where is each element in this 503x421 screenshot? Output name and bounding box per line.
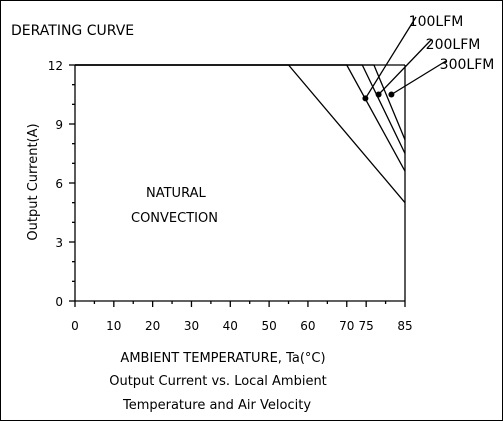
x-tick-label: 10 bbox=[106, 319, 121, 333]
x-tick-label: 40 bbox=[223, 319, 238, 333]
y-tick-label: 3 bbox=[55, 236, 63, 250]
x-tick-label: 70 bbox=[339, 319, 354, 333]
series-lines bbox=[75, 64, 406, 204]
x-tick-label: 20 bbox=[145, 319, 160, 333]
callout-leader bbox=[364, 16, 417, 99]
x-tick-label: 60 bbox=[300, 319, 315, 333]
callout-label: 200LFM bbox=[426, 37, 481, 53]
region-label-line2: CONVECTION bbox=[131, 211, 218, 226]
callout-marker bbox=[388, 91, 395, 98]
y-tick-label: 6 bbox=[55, 177, 63, 191]
callout-label: 100LFM bbox=[409, 14, 464, 30]
y-axis-label: Output Current(A) bbox=[26, 123, 41, 240]
callout-marker bbox=[375, 91, 382, 98]
callout-leader bbox=[391, 60, 447, 96]
x-tick-label: 85 bbox=[397, 319, 412, 333]
region-label-line1: NATURAL bbox=[146, 186, 206, 201]
caption-line2: Temperature and Air Velocity bbox=[122, 398, 311, 413]
caption-line1: Output Current vs. Local Ambient bbox=[109, 374, 327, 389]
derating-line-200lfm bbox=[75, 64, 406, 154]
callout-leader bbox=[378, 39, 432, 95]
y-tick-label: 0 bbox=[55, 295, 63, 309]
y-axis-ticks: 0 3 6 9 12 bbox=[48, 59, 75, 309]
derating-line-100lfm bbox=[75, 64, 406, 172]
x-tick-label: 50 bbox=[261, 319, 276, 333]
derating-line-natural-convection bbox=[75, 64, 406, 204]
callouts: 100LFM 200LFM 300LFM bbox=[362, 14, 495, 102]
x-axis-ticks: 0 10 20 30 40 50 60 70 75 85 bbox=[71, 301, 413, 333]
x-tick-label: 75 bbox=[359, 319, 374, 333]
callout-marker bbox=[362, 95, 369, 102]
y-tick-label: 9 bbox=[55, 118, 63, 132]
axes bbox=[74, 64, 406, 302]
x-tick-label: 30 bbox=[184, 319, 199, 333]
chart-title: DERATING CURVE bbox=[11, 23, 134, 39]
x-axis-label: AMBIENT TEMPERATURE, Ta(°C) bbox=[120, 351, 325, 366]
x-tick-label: 0 bbox=[71, 319, 79, 333]
y-tick-label: 12 bbox=[48, 59, 63, 73]
derating-line-300lfm bbox=[75, 64, 406, 140]
callout-label: 300LFM bbox=[440, 57, 495, 73]
